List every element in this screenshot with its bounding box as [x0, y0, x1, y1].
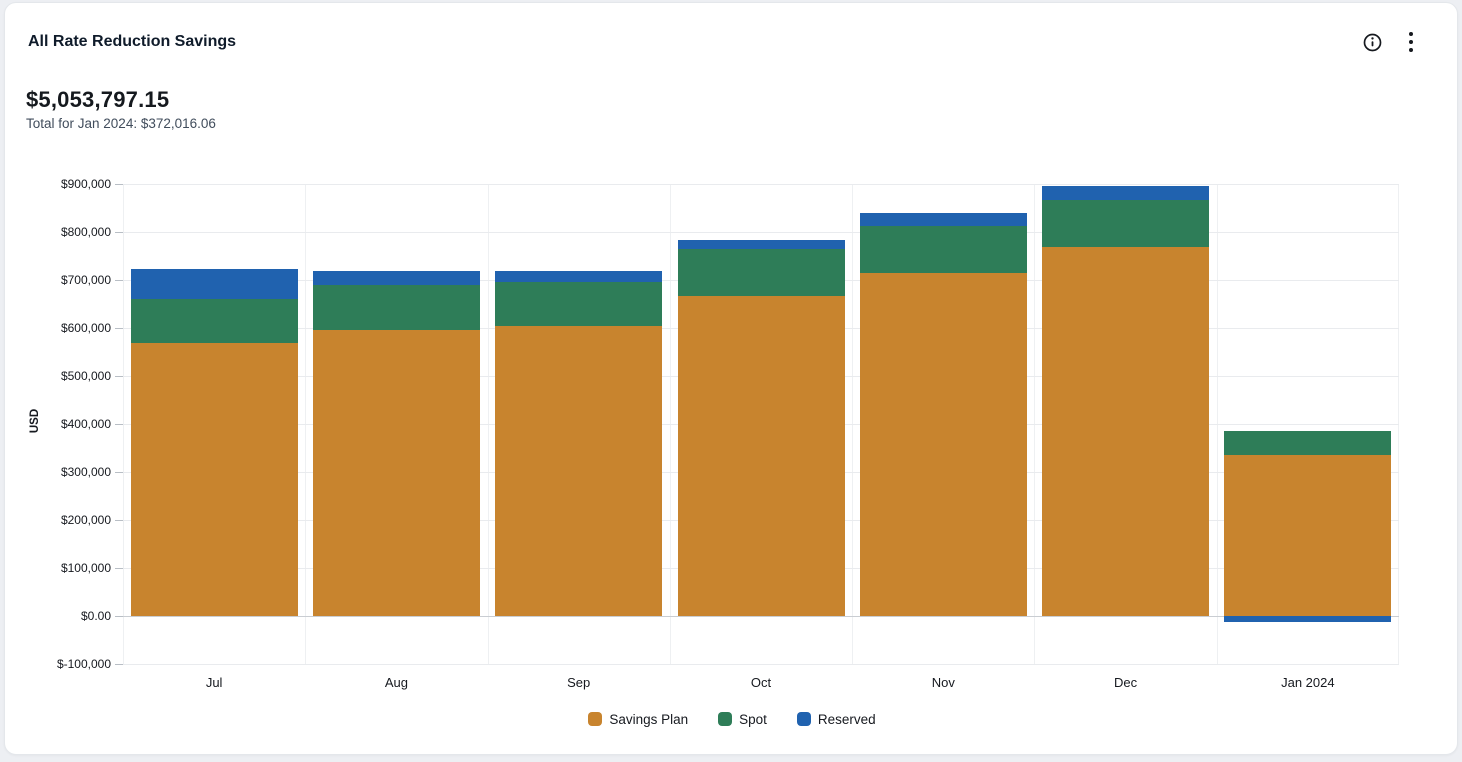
- x-axis-labels: Jul Aug Sep Oct Nov Dec Jan 2024: [123, 673, 1399, 693]
- y-axis-tick: [115, 328, 123, 329]
- y-tick-label: $100,000: [60, 561, 111, 575]
- y-axis-tick: [115, 376, 123, 377]
- legend-swatch: [588, 712, 603, 726]
- y-axis-tick: [115, 424, 123, 425]
- legend-label: Spot: [739, 711, 767, 727]
- y-axis-tick: [115, 664, 123, 665]
- latest-month-total: Total for Jan 2024: $372,016.06: [26, 116, 216, 131]
- y-tick-label: $700,000: [60, 273, 111, 287]
- x-axis-label: Nov: [931, 675, 955, 690]
- x-axis-label: Jan 2024: [1281, 675, 1335, 690]
- bar-segment-oct-spot[interactable]: [677, 249, 845, 297]
- bar-segment-jul-reserved[interactable]: [130, 268, 298, 300]
- bar-segment-oct-reserved[interactable]: [677, 239, 845, 250]
- bar-segment-dec-reserved[interactable]: [1042, 185, 1210, 201]
- bar-segment-oct-savings-plan[interactable]: [677, 296, 845, 616]
- bar-segment-jan-2024-savings-plan[interactable]: [1224, 455, 1392, 616]
- bar-segment-sep-spot[interactable]: [495, 282, 663, 327]
- bar-segment-aug-spot[interactable]: [312, 285, 480, 330]
- plot-area: [115, 184, 1399, 665]
- bar-segment-dec-savings-plan[interactable]: [1042, 246, 1210, 616]
- gridline: [123, 616, 1399, 617]
- y-axis-tick: [115, 616, 123, 617]
- bar-segment-nov-savings-plan[interactable]: [859, 272, 1027, 616]
- y-tick-label: $500,000: [60, 369, 111, 383]
- gridline: [123, 184, 1399, 185]
- legend-item-spot[interactable]: Spot: [718, 712, 767, 727]
- legend-item-reserved[interactable]: Reserved: [796, 711, 876, 727]
- x-axis-label: Dec: [1114, 675, 1138, 690]
- legend-item-savings-plan[interactable]: Savings Plan: [588, 712, 688, 727]
- y-axis-tick: [115, 520, 123, 521]
- bar-segment-jan-2024-spot[interactable]: [1224, 431, 1392, 456]
- y-axis-tick: [115, 232, 123, 233]
- legend-swatch: [718, 712, 733, 726]
- legend-label: Reserved: [817, 711, 876, 727]
- page-title: All Rate Reduction Savings: [28, 33, 237, 50]
- bar-segment-jan-2024-reserved[interactable]: [1224, 616, 1392, 623]
- gridline: [123, 664, 1399, 665]
- x-axis-label: Sep: [567, 675, 591, 690]
- kebab-menu-icon: [1408, 31, 1414, 53]
- bar-segment-sep-savings-plan[interactable]: [495, 326, 663, 616]
- y-tick-label: $-100,000: [56, 657, 111, 671]
- y-tick-label: $900,000: [60, 177, 111, 191]
- y-tick-label: $200,000: [60, 513, 111, 527]
- bar-segment-jul-savings-plan[interactable]: [130, 342, 298, 616]
- chart-legend: Savings Plan Spot Reserved: [5, 709, 1459, 729]
- info-button[interactable]: [1358, 28, 1386, 56]
- bar-segment-dec-spot[interactable]: [1042, 200, 1210, 247]
- info-icon: [1363, 33, 1382, 52]
- y-tick-label: $0.00: [80, 609, 111, 623]
- y-tick-label: $400,000: [60, 417, 111, 431]
- legend-swatch: [796, 712, 811, 726]
- y-axis-tick: [115, 568, 123, 569]
- y-axis-tick: [115, 184, 123, 185]
- y-tick-label: $800,000: [60, 225, 111, 239]
- x-axis-label: Jul: [205, 675, 223, 690]
- y-tick-label: $300,000: [60, 465, 111, 479]
- y-axis-tick: [115, 472, 123, 473]
- gridline: [123, 232, 1399, 233]
- bar-segment-aug-savings-plan[interactable]: [312, 329, 480, 616]
- rate-reduction-savings-card: All Rate Reduction Savings $5,053,797.15…: [4, 2, 1458, 755]
- total-savings-value: $5,053,797.15: [26, 87, 170, 112]
- y-tick-label: $600,000: [60, 321, 111, 335]
- bar-segment-nov-spot[interactable]: [859, 226, 1027, 273]
- x-axis-label: Aug: [384, 675, 408, 690]
- legend-label: Savings Plan: [609, 711, 689, 727]
- kebab-menu-button[interactable]: [1397, 28, 1425, 56]
- bar-segment-aug-reserved[interactable]: [312, 270, 480, 286]
- y-axis-labels: $900,000 $800,000 $700,000 $600,000 $500,000…: [5, 177, 111, 671]
- bar-segment-jul-spot[interactable]: [130, 299, 298, 343]
- x-axis-label: Oct: [750, 675, 772, 690]
- bar-segment-nov-reserved[interactable]: [859, 212, 1027, 227]
- bar-segment-sep-reserved[interactable]: [495, 271, 663, 283]
- y-axis-tick: [115, 280, 123, 281]
